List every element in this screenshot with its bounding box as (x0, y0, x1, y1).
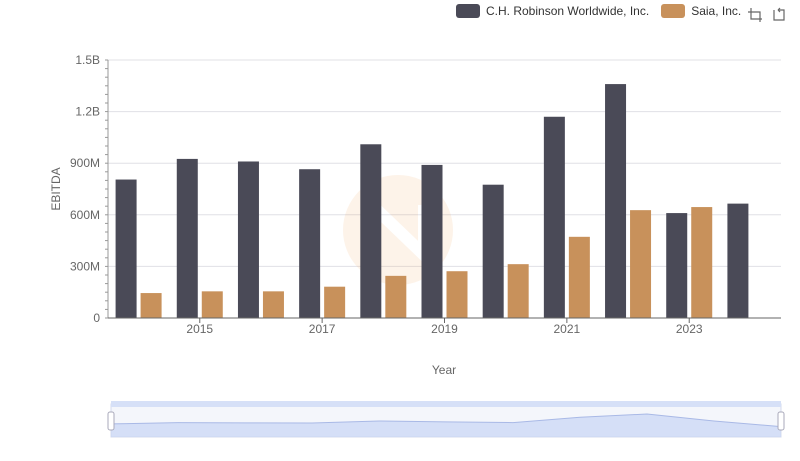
legend-label: Saia, Inc. (691, 4, 742, 18)
bar-saia-2014 (140, 293, 162, 318)
y-axis-label: EBITDA (49, 167, 63, 210)
y-tick-label: 900M (70, 156, 100, 170)
bar-ch-robinson-2023 (666, 213, 688, 318)
y-tick-label: 1.2B (75, 105, 100, 119)
bar-saia-2021 (568, 236, 590, 318)
bar-saia-2018 (385, 275, 407, 318)
zoom-handle-left[interactable] (107, 411, 115, 431)
bar-ch-robinson-2020 (482, 184, 504, 318)
bar-ch-robinson-2018 (360, 144, 382, 318)
legend-swatch (456, 4, 480, 18)
bar-ch-robinson-2015 (176, 158, 198, 318)
legend-item-ch-robinson[interactable]: C.H. Robinson Worldwide, Inc. (456, 4, 649, 18)
bar-ch-robinson-2024 (727, 203, 749, 318)
x-tick-label: 2017 (309, 322, 336, 336)
data-zoom-slider (107, 401, 785, 438)
bar-saia-2023 (691, 207, 713, 318)
x-tick-label: 2023 (676, 322, 703, 336)
y-tick-label: 600M (70, 208, 100, 222)
legend-item-saia[interactable]: Saia, Inc. (661, 4, 741, 18)
toolbox (746, 6, 788, 24)
bar-ch-robinson-2017 (299, 169, 321, 318)
y-tick-label: 300M (70, 259, 100, 273)
x-axis-label: Year (432, 363, 456, 377)
x-axis: 2015 2017 2019 2021 2023 (108, 317, 781, 336)
bar-saia-2019 (446, 271, 468, 318)
bar-ch-robinson-2019 (421, 164, 443, 318)
bar-saia-2016 (262, 291, 284, 318)
zoom-icon[interactable] (746, 6, 764, 24)
zoom-drag-bar (111, 401, 781, 407)
legend-swatch (661, 4, 686, 18)
x-tick-label: 2021 (554, 322, 581, 336)
y-tick-label: 0 (93, 311, 100, 325)
bar-ch-robinson-2014 (115, 179, 137, 318)
y-axis: 0 300M 600M 900M 1.2B 1.5B (70, 53, 109, 325)
bars (115, 84, 749, 318)
x-tick-label: 2015 (186, 322, 213, 336)
legend-label: C.H. Robinson Worldwide, Inc. (486, 4, 650, 18)
bar-ch-robinson-2022 (605, 84, 627, 318)
zoom-preview-area (111, 414, 781, 437)
y-tick-label: 1.5B (75, 53, 100, 67)
restore-icon[interactable] (770, 6, 788, 24)
bar-saia-2020 (507, 264, 529, 318)
zoom-handle-right[interactable] (777, 411, 785, 431)
x-tick-label: 2019 (431, 322, 458, 336)
bar-saia-2015 (201, 291, 223, 318)
legend: C.H. Robinson Worldwide, Inc. Saia, Inc. (456, 4, 753, 18)
bar-ch-robinson-2021 (543, 116, 565, 318)
bar-ch-robinson-2016 (237, 161, 259, 318)
bar-saia-2017 (324, 286, 346, 318)
bar-saia-2022 (630, 210, 652, 318)
zoom-preview-line (110, 413, 782, 428)
